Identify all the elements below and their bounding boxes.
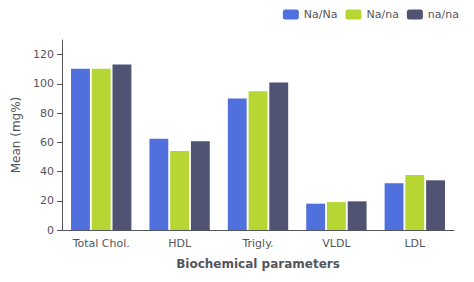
svg-text:20: 20 xyxy=(40,194,54,207)
svg-text:LDL: LDL xyxy=(404,237,426,250)
svg-text:80: 80 xyxy=(40,107,54,120)
svg-text:Trigly.: Trigly. xyxy=(241,237,273,250)
svg-text:VLDL: VLDL xyxy=(322,237,351,250)
svg-text:40: 40 xyxy=(40,165,54,178)
svg-text:60: 60 xyxy=(40,136,54,149)
svg-text:Na/na: Na/na xyxy=(366,8,398,21)
svg-text:Na/Na: Na/Na xyxy=(304,8,338,21)
svg-text:na/na: na/na xyxy=(428,8,459,21)
svg-text:100: 100 xyxy=(33,77,54,90)
svg-text:0: 0 xyxy=(47,224,54,237)
svg-text:Total Chol.: Total Chol. xyxy=(72,237,130,250)
svg-text:Mean (mg%): Mean (mg%) xyxy=(9,97,23,174)
svg-text:HDL: HDL xyxy=(168,237,192,250)
svg-text:120: 120 xyxy=(33,48,54,61)
svg-text:Biochemical parameters: Biochemical parameters xyxy=(176,257,340,271)
